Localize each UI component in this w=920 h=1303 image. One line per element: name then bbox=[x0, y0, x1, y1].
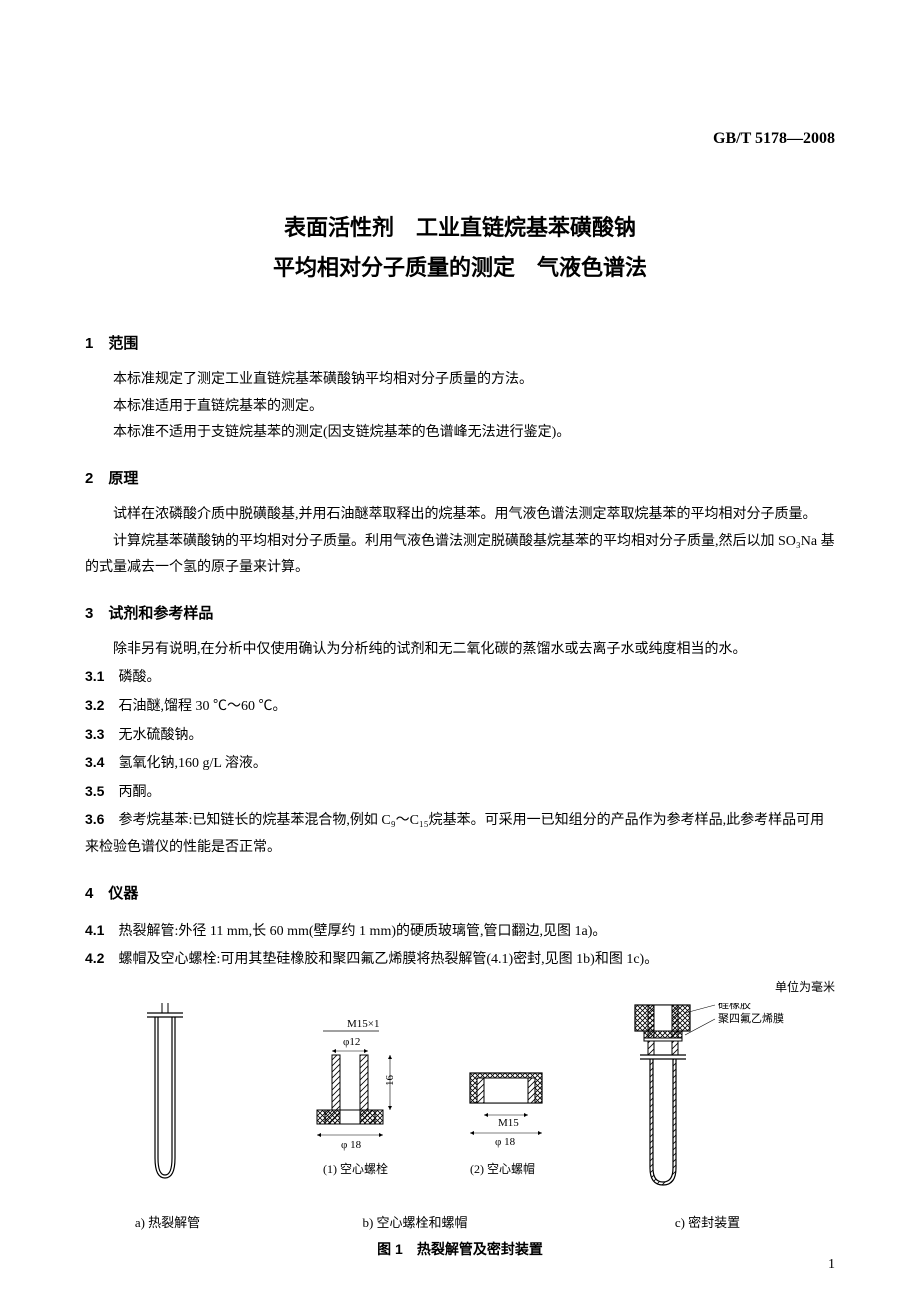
title-line-1: 表面活性剂 工业直链烷基苯磺酸钠 bbox=[85, 208, 835, 248]
item-3-1: 3.1 磷酸。 bbox=[85, 663, 835, 692]
label-ptfe: 聚四氟乙烯膜 bbox=[718, 1012, 784, 1025]
caption-a: a) 热裂解管 bbox=[85, 1212, 250, 1231]
figure-1: M15×1 φ12 16 φ 18 (1) 空心螺栓 bbox=[85, 1003, 835, 1243]
section-2-heading: 2 原理 bbox=[85, 467, 835, 488]
section-1-p2: 本标准适用于直链烷基苯的测定。 bbox=[85, 394, 835, 421]
item-3-2: 3.2 石油醚,馏程 30 ℃～60 ℃。 bbox=[85, 692, 835, 721]
section-1-p3: 本标准不适用于支链烷基苯的测定(因支链烷基苯的色谱峰无法进行鉴定)。 bbox=[85, 420, 835, 447]
label-sub2: (2) 空心螺帽 bbox=[470, 1161, 535, 1176]
label-h16: 16 bbox=[384, 1074, 396, 1086]
caption-c: c) 密封装置 bbox=[580, 1212, 835, 1231]
section-3-heading: 3 试剂和参考样品 bbox=[85, 602, 835, 623]
label-sub1: (1) 空心螺栓 bbox=[323, 1161, 388, 1176]
section-1-p1: 本标准规定了测定工业直链烷基苯磺酸钠平均相对分子质量的方法。 bbox=[85, 367, 835, 394]
diagram-a-tube bbox=[147, 1003, 183, 1178]
item-3-6: 3.6 参考烷基苯:已知链长的烷基苯混合物,例如 C₉～C₁₅烷基苯。可采用一已… bbox=[85, 806, 835, 861]
label-d12: φ12 bbox=[343, 1036, 360, 1048]
standard-number: GB/T 5178—2008 bbox=[85, 130, 835, 148]
diagram-b-cap: M15 φ 18 (2) 空心螺帽 bbox=[470, 1073, 542, 1176]
label-m15: M15 bbox=[498, 1117, 519, 1129]
figure-subcaptions: a) 热裂解管 b) 空心螺栓和螺帽 c) 密封装置 bbox=[85, 1212, 835, 1231]
item-3-3: 3.3 无水硫酸钠。 bbox=[85, 721, 835, 750]
figure-main-caption: 图 1 热裂解管及密封装置 bbox=[85, 1239, 835, 1259]
section-4-heading: 4 仪器 bbox=[85, 882, 835, 903]
item-4-2: 4.2 螺帽及空心螺栓:可用其垫硅橡胶和聚四氟乙烯膜将热裂解管(4.1)密封,见… bbox=[85, 945, 835, 974]
page-number: 1 bbox=[828, 1257, 835, 1273]
caption-b: b) 空心螺栓和螺帽 bbox=[250, 1212, 580, 1231]
item-3-4: 3.4 氢氧化钠,160 g/L 溶液。 bbox=[85, 749, 835, 778]
section-2-p2: 计算烷基苯磺酸钠的平均相对分子质量。利用气液色谱法测定脱磺酸基烷基苯的平均相对分… bbox=[85, 529, 835, 582]
title-line-2: 平均相对分子质量的测定 气液色谱法 bbox=[85, 248, 835, 288]
figure-unit-label: 单位为毫米 bbox=[85, 978, 835, 995]
label-d18a: φ 18 bbox=[341, 1139, 362, 1151]
item-3-5: 3.5 丙酮。 bbox=[85, 778, 835, 807]
section-1-heading: 1 范围 bbox=[85, 332, 835, 353]
section-2-p1: 试样在浓磷酸介质中脱磺酸基,并用石油醚萃取释出的烷基苯。用气液色谱法测定萃取烷基… bbox=[85, 502, 835, 529]
label-silicone: 硅橡胶 bbox=[718, 1003, 751, 1011]
document-title: 表面活性剂 工业直链烷基苯磺酸钠 平均相对分子质量的测定 气液色谱法 bbox=[85, 208, 835, 287]
diagram-c-assembly: 硅橡胶 聚四氟乙烯膜 bbox=[635, 1003, 784, 1185]
item-4-1: 4.1 热裂解管:外径 11 mm,长 60 mm(壁厚约 1 mm)的硬质玻璃… bbox=[85, 917, 835, 946]
section-3-p1: 除非另有说明,在分析中仅使用确认为分析纯的试剂和无二氧化碳的蒸馏水或去离子水或纯… bbox=[85, 637, 835, 664]
label-m15x1: M15×1 bbox=[347, 1018, 379, 1030]
label-d18b: φ 18 bbox=[495, 1136, 516, 1148]
diagram-b-bolt: M15×1 φ12 16 φ 18 (1) 空心螺栓 bbox=[317, 1018, 396, 1176]
figure-1-svg: M15×1 φ12 16 φ 18 (1) 空心螺栓 bbox=[85, 1003, 835, 1203]
